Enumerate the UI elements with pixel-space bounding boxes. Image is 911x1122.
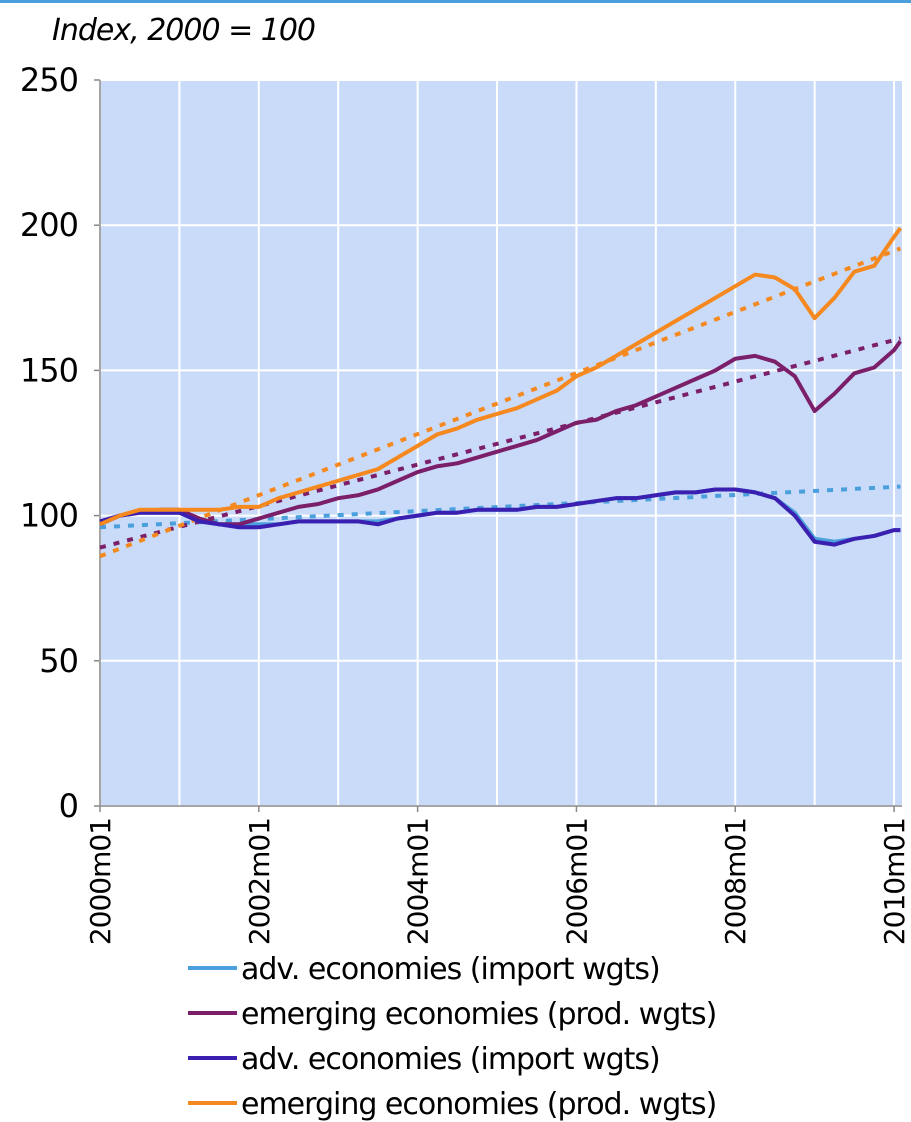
trend-line (99, 336, 901, 550)
plot-area (100, 80, 902, 806)
trend-line (99, 246, 902, 559)
x-tick-label: 2006m01 (560, 818, 593, 945)
x-tick-label: 2000m01 (84, 818, 117, 945)
legend-label: emerging economies (prod. wgts) (241, 997, 716, 1032)
x-tick-label: 2004m01 (402, 818, 435, 945)
y-tick-label: 150 (20, 351, 78, 389)
top-rule (0, 0, 911, 3)
series-line (99, 487, 901, 547)
y-tick-label: 50 (39, 642, 78, 680)
x-tick-label: 2010m01 (878, 818, 911, 945)
x-tick-label: 2002m01 (243, 818, 276, 945)
legend-label: adv. economies (import wgts) (241, 952, 660, 987)
y-tick-label: 100 (20, 497, 78, 535)
legend-label: emerging economies (prod. wgts) (241, 1087, 716, 1122)
x-tick-label: 2008m01 (719, 818, 752, 945)
series-line (99, 226, 903, 527)
y-tick-label: 200 (20, 206, 78, 244)
chart-subtitle: Index, 2000 = 100 (52, 13, 315, 48)
y-tick-label: 0 (59, 787, 78, 825)
legend-label: adv. economies (import wgts) (241, 1042, 660, 1077)
series-line (99, 340, 903, 527)
y-tick-label: 250 (20, 61, 78, 99)
